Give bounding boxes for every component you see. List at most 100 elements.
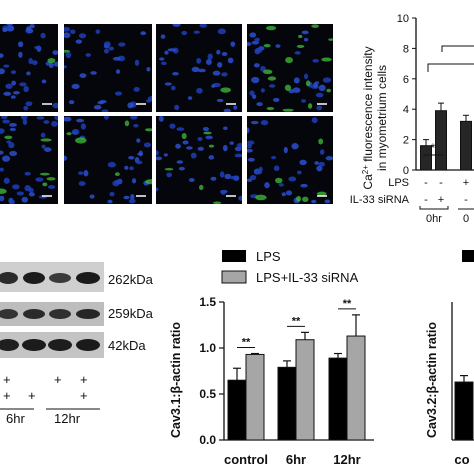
calcium-signal	[114, 172, 120, 176]
blot-band	[0, 272, 18, 284]
cell-layer	[247, 24, 333, 112]
image-3hr-bottom	[156, 116, 242, 204]
nucleus	[147, 96, 152, 102]
nucleus	[2, 27, 8, 33]
nucleus	[123, 195, 130, 200]
nucleus	[164, 50, 169, 55]
nucleus	[220, 190, 226, 195]
nucleus	[156, 156, 163, 161]
cav32-chart: Cav3.2:β-actin ratio co	[425, 250, 474, 467]
nucleus	[254, 37, 260, 42]
nucleus	[221, 72, 228, 77]
nucleus	[115, 69, 121, 74]
nucleus	[227, 57, 234, 64]
nucleus	[250, 120, 259, 125]
nucleus	[169, 123, 176, 129]
nucleus	[234, 153, 242, 158]
nucleus	[146, 67, 151, 72]
nucleus	[108, 46, 115, 51]
blot-band	[0, 309, 18, 319]
nucleus	[249, 90, 255, 96]
cav32-ylabel: Cav3.2:β-actin ratio	[425, 322, 439, 438]
nucleus	[24, 171, 31, 176]
nucleus	[103, 48, 110, 54]
cav31-category-label: 12hr	[333, 452, 360, 467]
cav31-bar	[245, 353, 265, 441]
nucleus	[178, 166, 185, 171]
nucleus	[40, 32, 46, 39]
nucleus	[1, 116, 8, 120]
nucleus	[52, 102, 58, 109]
cav32-bars	[454, 375, 474, 441]
nucleus	[107, 199, 113, 204]
nucleus	[247, 143, 252, 149]
nucleus	[109, 191, 115, 197]
nucleus	[172, 24, 181, 27]
nucleus	[314, 161, 320, 165]
cell-layer	[247, 117, 333, 204]
nucleus	[20, 116, 28, 120]
nucleus	[216, 49, 221, 55]
nucleus	[273, 165, 280, 172]
image-1hr-bottom	[64, 116, 152, 204]
nucleus	[65, 51, 72, 59]
nucleus	[64, 27, 71, 32]
nucleus	[221, 52, 228, 57]
calcium-signal	[285, 56, 293, 64]
nucleus	[212, 70, 221, 76]
nucleus	[249, 174, 257, 181]
cav31-bar	[295, 339, 315, 441]
nucleus	[78, 171, 84, 175]
blot-group-lines	[0, 408, 100, 410]
blot-plus-2: +	[54, 372, 62, 387]
nucleus	[182, 140, 189, 145]
nucleus	[64, 155, 68, 161]
nucleus	[127, 102, 134, 109]
ca-sign-lps-2: -	[439, 177, 443, 189]
calcium-signal	[305, 80, 311, 87]
nucleus	[13, 91, 20, 95]
cell-layer	[159, 24, 238, 112]
nucleus	[131, 178, 137, 184]
calcium-signal	[328, 38, 333, 41]
nucleus	[28, 58, 33, 65]
nucleus	[75, 39, 82, 44]
nucleus	[18, 51, 23, 58]
nucleus	[211, 84, 216, 88]
nucleus	[44, 147, 52, 152]
cav31-ytick-label: 0.5	[199, 387, 216, 401]
ca-ticks: 0 2 4 6 8 10	[397, 13, 416, 177]
nucleus	[28, 187, 34, 193]
nucleus	[26, 71, 31, 76]
nucleus	[199, 24, 207, 28]
nucleus	[118, 42, 126, 47]
cav31-category-label: 6hr	[286, 452, 306, 467]
cav32-legend-swatch	[462, 250, 474, 262]
nucleus	[76, 118, 85, 123]
nucleus	[312, 58, 319, 63]
calcium-signal	[296, 195, 302, 202]
nucleus	[47, 185, 56, 189]
nucleus	[271, 155, 277, 160]
calcium-signal	[267, 76, 277, 81]
blot-band	[49, 273, 71, 283]
nucleus	[36, 116, 45, 120]
ca-ytick-label: 6	[403, 74, 409, 86]
nucleus	[316, 105, 323, 111]
nucleus	[325, 156, 333, 161]
calcium-signal	[39, 172, 50, 176]
nucleus	[10, 95, 16, 99]
blot-plus-5: +	[80, 388, 88, 403]
nucleus	[285, 190, 293, 196]
nucleus	[230, 175, 238, 180]
nucleus	[3, 64, 10, 68]
nucleus	[313, 82, 318, 88]
nucleus	[251, 94, 257, 99]
ca-chart: Ca2+ fluorescence intensity in myometriu…	[350, 13, 474, 225]
ca-group-label-0hr: 0hr	[426, 213, 442, 225]
nucleus	[5, 83, 13, 89]
nucleus	[143, 142, 152, 148]
nucleus	[188, 178, 195, 182]
nucleus	[34, 45, 40, 50]
ca-ytick-label: 8	[403, 43, 409, 55]
